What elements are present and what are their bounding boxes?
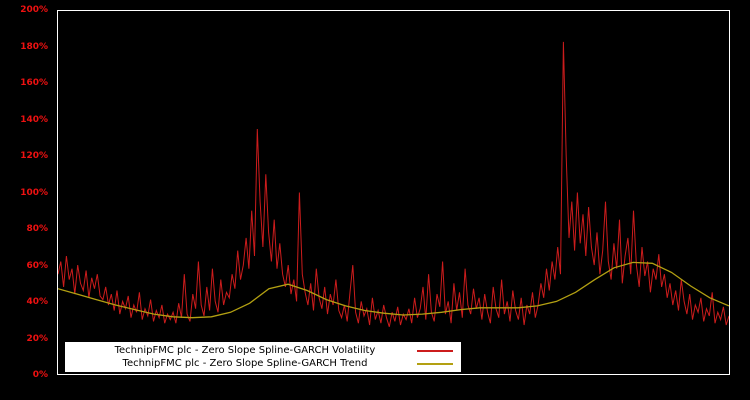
legend-label-volatility: TechnipFMC plc - Zero Slope Spline-GARCH… — [114, 345, 376, 356]
y-tick-label: 120% — [20, 151, 48, 161]
volatility-line-swatch — [417, 349, 453, 352]
y-tick-label: 160% — [20, 78, 48, 88]
legend-row-trend: TechnipFMC plc - Zero Slope Spline-GARCH… — [73, 357, 453, 370]
legend: TechnipFMC plc - Zero Slope Spline-GARCH… — [65, 342, 461, 372]
trend-line-swatch — [417, 362, 453, 365]
legend-row-volatility: TechnipFMC plc - Zero Slope Spline-GARCH… — [73, 344, 453, 357]
y-tick-label: 60% — [26, 260, 48, 271]
y-tick-label: 200% — [20, 5, 48, 15]
trend-series-line — [58, 261, 729, 319]
y-tick-label: 100% — [20, 187, 48, 198]
y-tick-label: 180% — [20, 41, 48, 52]
legend-label-trend: TechnipFMC plc - Zero Slope Spline-GARCH… — [122, 358, 368, 369]
chart-canvas — [58, 41, 729, 327]
y-tick-label: 0% — [32, 370, 48, 380]
y-tick-label: 20% — [26, 333, 48, 344]
y-axis-labels: 0% 20% 40% 60% 80% 100% 120% 140% 160% 180% 200% — [0, 0, 50, 400]
y-tick-label: 40% — [26, 297, 48, 307]
plot-area: TechnipFMC plc - Zero Slope Spline-GARCH… — [57, 10, 730, 375]
y-tick-label: 80% — [26, 224, 48, 234]
volatility-series-line — [58, 41, 729, 327]
y-tick-label: 140% — [20, 114, 48, 125]
